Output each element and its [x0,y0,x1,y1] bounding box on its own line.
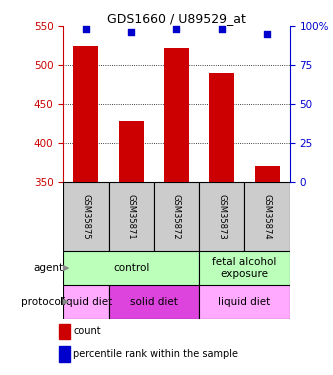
Text: liquid diet: liquid diet [60,297,112,307]
Bar [109,285,199,319]
Text: liquid diet: liquid diet [218,297,270,307]
Text: GSM35873: GSM35873 [217,194,226,240]
Bar [59,346,70,362]
Bar [109,182,154,251]
Text: protocol: protocol [21,297,63,307]
Text: GSM35875: GSM35875 [81,194,91,239]
Text: fetal alcohol
exposure: fetal alcohol exposure [212,257,277,279]
Bar [59,324,70,339]
Text: agent: agent [33,263,63,273]
Text: control: control [113,263,150,273]
Point [83,26,89,32]
Text: GSM35872: GSM35872 [172,194,181,239]
Point [174,26,179,32]
Text: solid diet: solid diet [130,297,178,307]
Bar [63,182,109,251]
Bar [199,285,290,319]
Bar [199,182,244,251]
Bar [209,73,234,182]
Bar [154,182,199,251]
Bar [244,182,290,251]
Bar [63,285,109,319]
Bar [255,166,279,182]
Bar [119,121,144,182]
Point [129,30,134,36]
Text: percentile rank within the sample: percentile rank within the sample [73,349,238,359]
Bar [164,48,189,182]
Text: GSM35874: GSM35874 [262,194,272,239]
Point [264,31,270,37]
Bar [74,46,98,182]
Text: count: count [73,326,101,336]
Text: GSM35871: GSM35871 [127,194,136,239]
Bar [63,251,199,285]
Point [219,26,224,32]
Bar [199,251,290,285]
Title: GDS1660 / U89529_at: GDS1660 / U89529_at [107,12,246,25]
